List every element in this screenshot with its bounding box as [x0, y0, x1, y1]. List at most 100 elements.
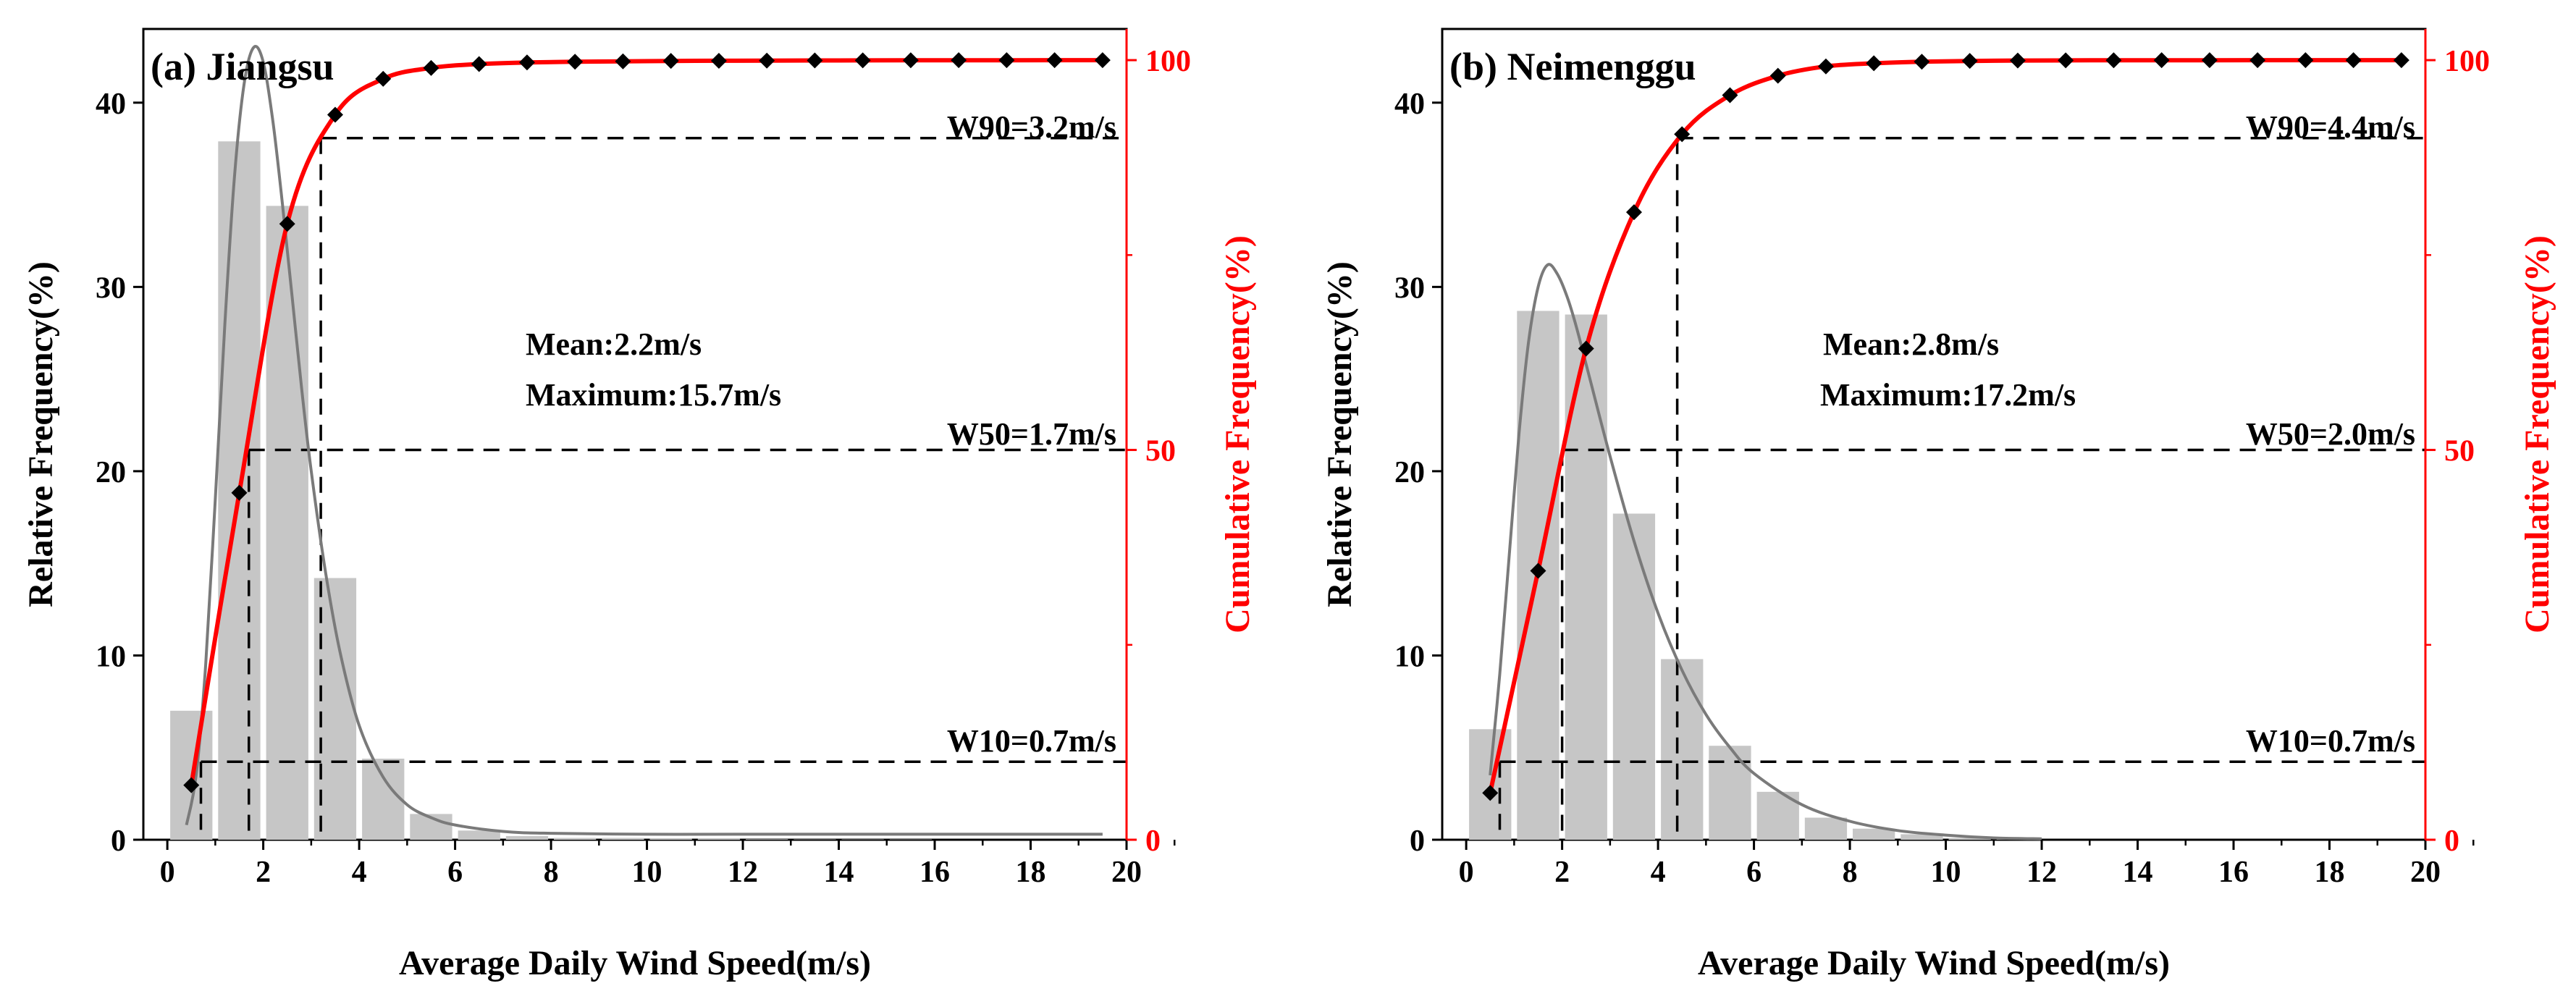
- cumulative-point: [2297, 52, 2314, 69]
- y-tick-label: 10: [1394, 640, 1425, 673]
- panel-label: (b) Neimenggu: [1449, 45, 1696, 88]
- cumulative-point: [1961, 53, 1978, 69]
- cumulative-point: [1094, 52, 1111, 69]
- threshold-lines: [1498, 137, 2425, 840]
- x-tick-label: 8: [544, 856, 559, 889]
- cumulative-point: [807, 52, 823, 69]
- y-axis-title: Relative Frequency(%): [1321, 261, 1359, 607]
- threshold-label-w90: W90=4.4m/s: [2246, 109, 2415, 145]
- cumulative-point: [710, 52, 727, 69]
- histogram-bar: [1804, 817, 1848, 840]
- x-tick-label: 10: [1931, 856, 1961, 889]
- histogram-bar: [746, 839, 788, 840]
- cumulative-point: [2249, 52, 2266, 69]
- cumulative-point: [183, 777, 200, 793]
- fit-curve-layer: [1489, 263, 2042, 840]
- threshold-label-w50: W50=2.0m/s: [2246, 416, 2415, 452]
- cumulative-point: [279, 216, 295, 232]
- y-tick-label: 10: [96, 640, 126, 673]
- y2-tick-label: 0: [1145, 825, 1161, 858]
- cumulative-point: [1817, 58, 1834, 75]
- cumulative-point: [615, 53, 631, 69]
- histogram-bar: [505, 835, 549, 840]
- histogram-bar: [602, 838, 644, 840]
- cumulative-point: [662, 53, 679, 69]
- y-axis-ticks: 0 10 20 30 40: [96, 88, 143, 858]
- x-tick-label: 14: [2123, 856, 2153, 889]
- cumulative-point: [1722, 87, 1738, 104]
- cumulative-point: [1530, 562, 1546, 579]
- x-tick-label: 10: [632, 856, 662, 889]
- x-tick-label: 20: [1111, 856, 1142, 889]
- cumulative-point: [231, 484, 248, 501]
- histogram-bar: [1948, 838, 1991, 840]
- x-tick-label: 12: [728, 856, 758, 889]
- maximum-annotation: Maximum:15.7m/s: [526, 377, 781, 413]
- cumulative-point: [2393, 52, 2409, 69]
- cumulative-point: [998, 52, 1015, 69]
- histogram-bar: [458, 830, 500, 840]
- y2-tick-label: 50: [2444, 435, 2475, 468]
- x-tick-label: 6: [447, 856, 463, 889]
- cumulative-point: [951, 52, 967, 69]
- histogram-bar: [1661, 659, 1704, 840]
- histogram-bar: [1709, 746, 1751, 840]
- threshold-label-w10: W10=0.7m/s: [947, 723, 1116, 759]
- y2-axis-title: Cumulative Frequency(%): [2518, 235, 2556, 633]
- cumulative-point: [471, 56, 487, 72]
- cumulative-point: [1625, 204, 1642, 221]
- cumulative-point: [854, 52, 871, 69]
- cumulative-point: [567, 54, 584, 70]
- x-tick-label: 4: [1651, 856, 1666, 889]
- y2-tick-label: 50: [1145, 435, 1176, 468]
- x-tick-label: 18: [1016, 856, 1046, 889]
- y-tick-label: 40: [96, 88, 126, 121]
- y2-axis-ticks: 0 50 100: [2425, 45, 2490, 858]
- y2-axis-title: Cumulative Frequency(%): [1218, 235, 1257, 633]
- fit-curve: [185, 45, 1103, 836]
- x-tick-label: 2: [1554, 856, 1570, 889]
- cumulative-point: [2058, 52, 2074, 69]
- mean-annotation: Mean:2.2m/s: [526, 326, 702, 362]
- fit-curve: [1489, 263, 2042, 840]
- fit-curve-layer: [185, 45, 1103, 836]
- histogram-bar: [697, 838, 741, 840]
- cumulative-point: [1578, 340, 1594, 357]
- threshold-lines: [199, 137, 1127, 840]
- x-axis-title: Average Daily Wind Speed(m/s): [1698, 944, 2170, 982]
- mean-annotation: Mean:2.8m/s: [1823, 326, 1999, 362]
- cumulative-point: [1046, 52, 1063, 69]
- y-tick-label: 30: [96, 271, 126, 305]
- panel-neimenggu: 0 2 4 6 8 10 12 14 16 18 20 0 10 20 30 40 0 50 100 (b) N…: [1321, 28, 2556, 982]
- cumulative-point: [1866, 55, 1882, 72]
- threshold-label-w10: W10=0.7m/s: [2246, 723, 2415, 759]
- cumulative-point: [2345, 52, 2362, 69]
- histogram-bar: [266, 206, 308, 840]
- cumulative-point: [1769, 67, 1786, 84]
- y-tick-label: 0: [111, 825, 126, 858]
- x-tick-label: 0: [160, 856, 175, 889]
- histogram-bar: [1901, 834, 1943, 840]
- histogram-bars: [170, 141, 933, 840]
- cumulative-curve: [189, 58, 1103, 786]
- histogram-bar: [554, 838, 597, 840]
- x-axis-title: Average Daily Wind Speed(m/s): [399, 944, 871, 982]
- y2-tick-label: 0: [2444, 825, 2459, 858]
- x-tick-label: 4: [352, 856, 367, 889]
- histogram-bar: [649, 838, 692, 840]
- panel-label: (a) Jiangsu: [151, 45, 334, 88]
- x-axis-ticks: 0 2 4 6 8 10 12 14 16 18 20: [1459, 840, 2475, 889]
- cumulative-point: [327, 106, 343, 123]
- cumulative-point: [1674, 126, 1691, 143]
- cumulative-point: [2105, 52, 2122, 69]
- cumulative-layer: [1482, 52, 2409, 801]
- cumulative-point: [759, 52, 775, 69]
- cumulative-point: [423, 59, 439, 76]
- cumulative-point: [518, 54, 535, 71]
- threshold-label-w50: W50=1.7m/s: [947, 416, 1116, 452]
- x-tick-label: 0: [1459, 856, 1474, 889]
- cumulative-point: [375, 70, 392, 87]
- histogram-bar: [362, 759, 405, 840]
- cumulative-layer: [183, 52, 1111, 793]
